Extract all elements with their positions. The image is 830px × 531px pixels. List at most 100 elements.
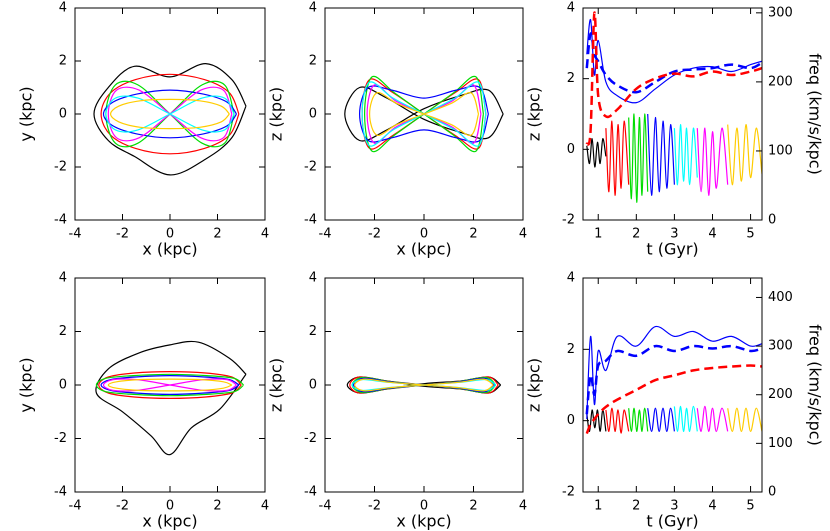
- series-line: [366, 84, 482, 144]
- plot-area: [95, 340, 247, 456]
- series-line: [696, 127, 729, 196]
- y-tick-label: 0: [309, 378, 317, 393]
- series-line: [585, 11, 762, 146]
- x-tick-label: 0: [166, 227, 174, 242]
- y-tick-label: 4: [59, 271, 67, 286]
- x-tick-label: 3: [670, 227, 678, 242]
- plot-area: [93, 62, 247, 176]
- x-tick-label: -4: [319, 227, 332, 242]
- series-line: [673, 405, 698, 433]
- y-tick-label: 2: [59, 54, 67, 69]
- x-tick-label: 0: [420, 227, 428, 242]
- series-line: [647, 113, 675, 196]
- y-tick-label: -4: [54, 213, 67, 228]
- y-tick-label: -4: [54, 485, 67, 500]
- panel: -4 -2 0 2 4 -4 -2 0 2 4 x (kpc) z (kpc): [267, 1, 528, 259]
- x-tick-label: -2: [116, 499, 129, 514]
- y-tick-label: 0: [567, 413, 575, 428]
- series-line: [107, 86, 233, 142]
- series-line: [100, 374, 240, 396]
- series-line: [696, 405, 729, 433]
- x-tick-label: 5: [746, 499, 754, 514]
- series-line: [585, 364, 762, 435]
- x-tick-label: 2: [469, 499, 477, 514]
- y-tick-label: 2: [567, 342, 575, 357]
- series-line: [586, 19, 762, 104]
- series-line: [363, 75, 484, 153]
- x-tick-label: 2: [213, 227, 221, 242]
- y2-tick-label: 100: [768, 143, 793, 158]
- plot-area: [585, 325, 762, 435]
- x-tick-label: 1: [594, 227, 602, 242]
- y2-tick-label: 200: [768, 387, 793, 402]
- y-axis-label: z (kpc): [525, 358, 544, 412]
- x-tick-label: 3: [670, 499, 678, 514]
- y-axis-label: y (kpc): [17, 357, 36, 412]
- x-tick-label: 4: [708, 227, 716, 242]
- series-line: [628, 407, 649, 433]
- x-tick-label: 2: [469, 227, 477, 242]
- x-tick-label: 2: [213, 499, 221, 514]
- x-tick-label: 5: [746, 227, 754, 242]
- x-axis-label: x (kpc): [396, 240, 451, 259]
- y-tick-label: -2: [304, 431, 317, 446]
- y-tick-label: -2: [562, 213, 575, 228]
- y-tick-label: 0: [59, 378, 67, 393]
- panel: -4 -2 0 2 4 -4 -2 0 2 4 x (kpc) y (kpc): [17, 271, 270, 531]
- y-tick-label: -2: [54, 160, 67, 175]
- y-tick-label: 4: [567, 271, 575, 286]
- series-line: [586, 138, 607, 168]
- y2-tick-label: 300: [768, 5, 793, 20]
- y-tick-label: 2: [59, 324, 67, 339]
- plot-area: [346, 376, 502, 394]
- x-tick-label: 0: [420, 499, 428, 514]
- y-tick-label: 2: [309, 324, 317, 339]
- series-line: [105, 95, 235, 133]
- plot-area: [585, 11, 762, 203]
- x-tick-label: 2: [632, 499, 640, 514]
- series-line: [102, 89, 237, 139]
- x-axis-label: x (kpc): [396, 512, 451, 531]
- y-tick-label: 4: [567, 1, 575, 16]
- series-line: [647, 407, 675, 433]
- y-axis-label: z (kpc): [525, 87, 544, 141]
- series-line: [100, 73, 240, 155]
- y2-tick-label: 100: [768, 436, 793, 451]
- y-tick-label: 4: [309, 271, 317, 286]
- y-tick-label: -2: [54, 431, 67, 446]
- series-line: [109, 98, 230, 130]
- series-line: [586, 325, 762, 420]
- x-axis-label: t (Gyr): [646, 512, 698, 531]
- x-tick-label: 4: [519, 227, 527, 242]
- y-axis-label: z (kpc): [267, 87, 286, 141]
- y-tick-label: 0: [567, 142, 575, 157]
- series-line: [727, 123, 762, 186]
- plot-frame: [582, 7, 763, 221]
- x-tick-label: 4: [708, 499, 716, 514]
- series-line: [107, 378, 233, 392]
- y2-axis-label: freq (km/s/kpc): [806, 53, 825, 175]
- series-line: [358, 85, 489, 143]
- series-line: [628, 113, 649, 203]
- panel: 1 2 3 4 5 -2 0 2 4 0 100 200 300 t (Gyr) z (kpc) freq (…: [525, 1, 825, 259]
- y-tick-label: -2: [304, 160, 317, 175]
- series-line: [344, 86, 504, 142]
- x-tick-label: -2: [368, 499, 381, 514]
- series-line: [95, 373, 244, 397]
- y2-axis-label: freq (km/s/kpc): [806, 324, 825, 446]
- series-line: [727, 407, 762, 433]
- series-line: [95, 340, 247, 456]
- x-tick-label: 1: [594, 499, 602, 514]
- y-tick-label: 0: [59, 107, 67, 122]
- series-line: [361, 81, 487, 147]
- x-axis-label: x (kpc): [142, 240, 197, 259]
- y2-tick-label: 300: [768, 339, 793, 354]
- y-axis-label: z (kpc): [267, 358, 286, 412]
- y-tick-label: 0: [309, 107, 317, 122]
- plot-area: [344, 75, 504, 153]
- y-tick-label: 4: [309, 1, 317, 16]
- series-line: [93, 62, 247, 176]
- plot-frame: [582, 277, 763, 493]
- series-line: [673, 123, 698, 186]
